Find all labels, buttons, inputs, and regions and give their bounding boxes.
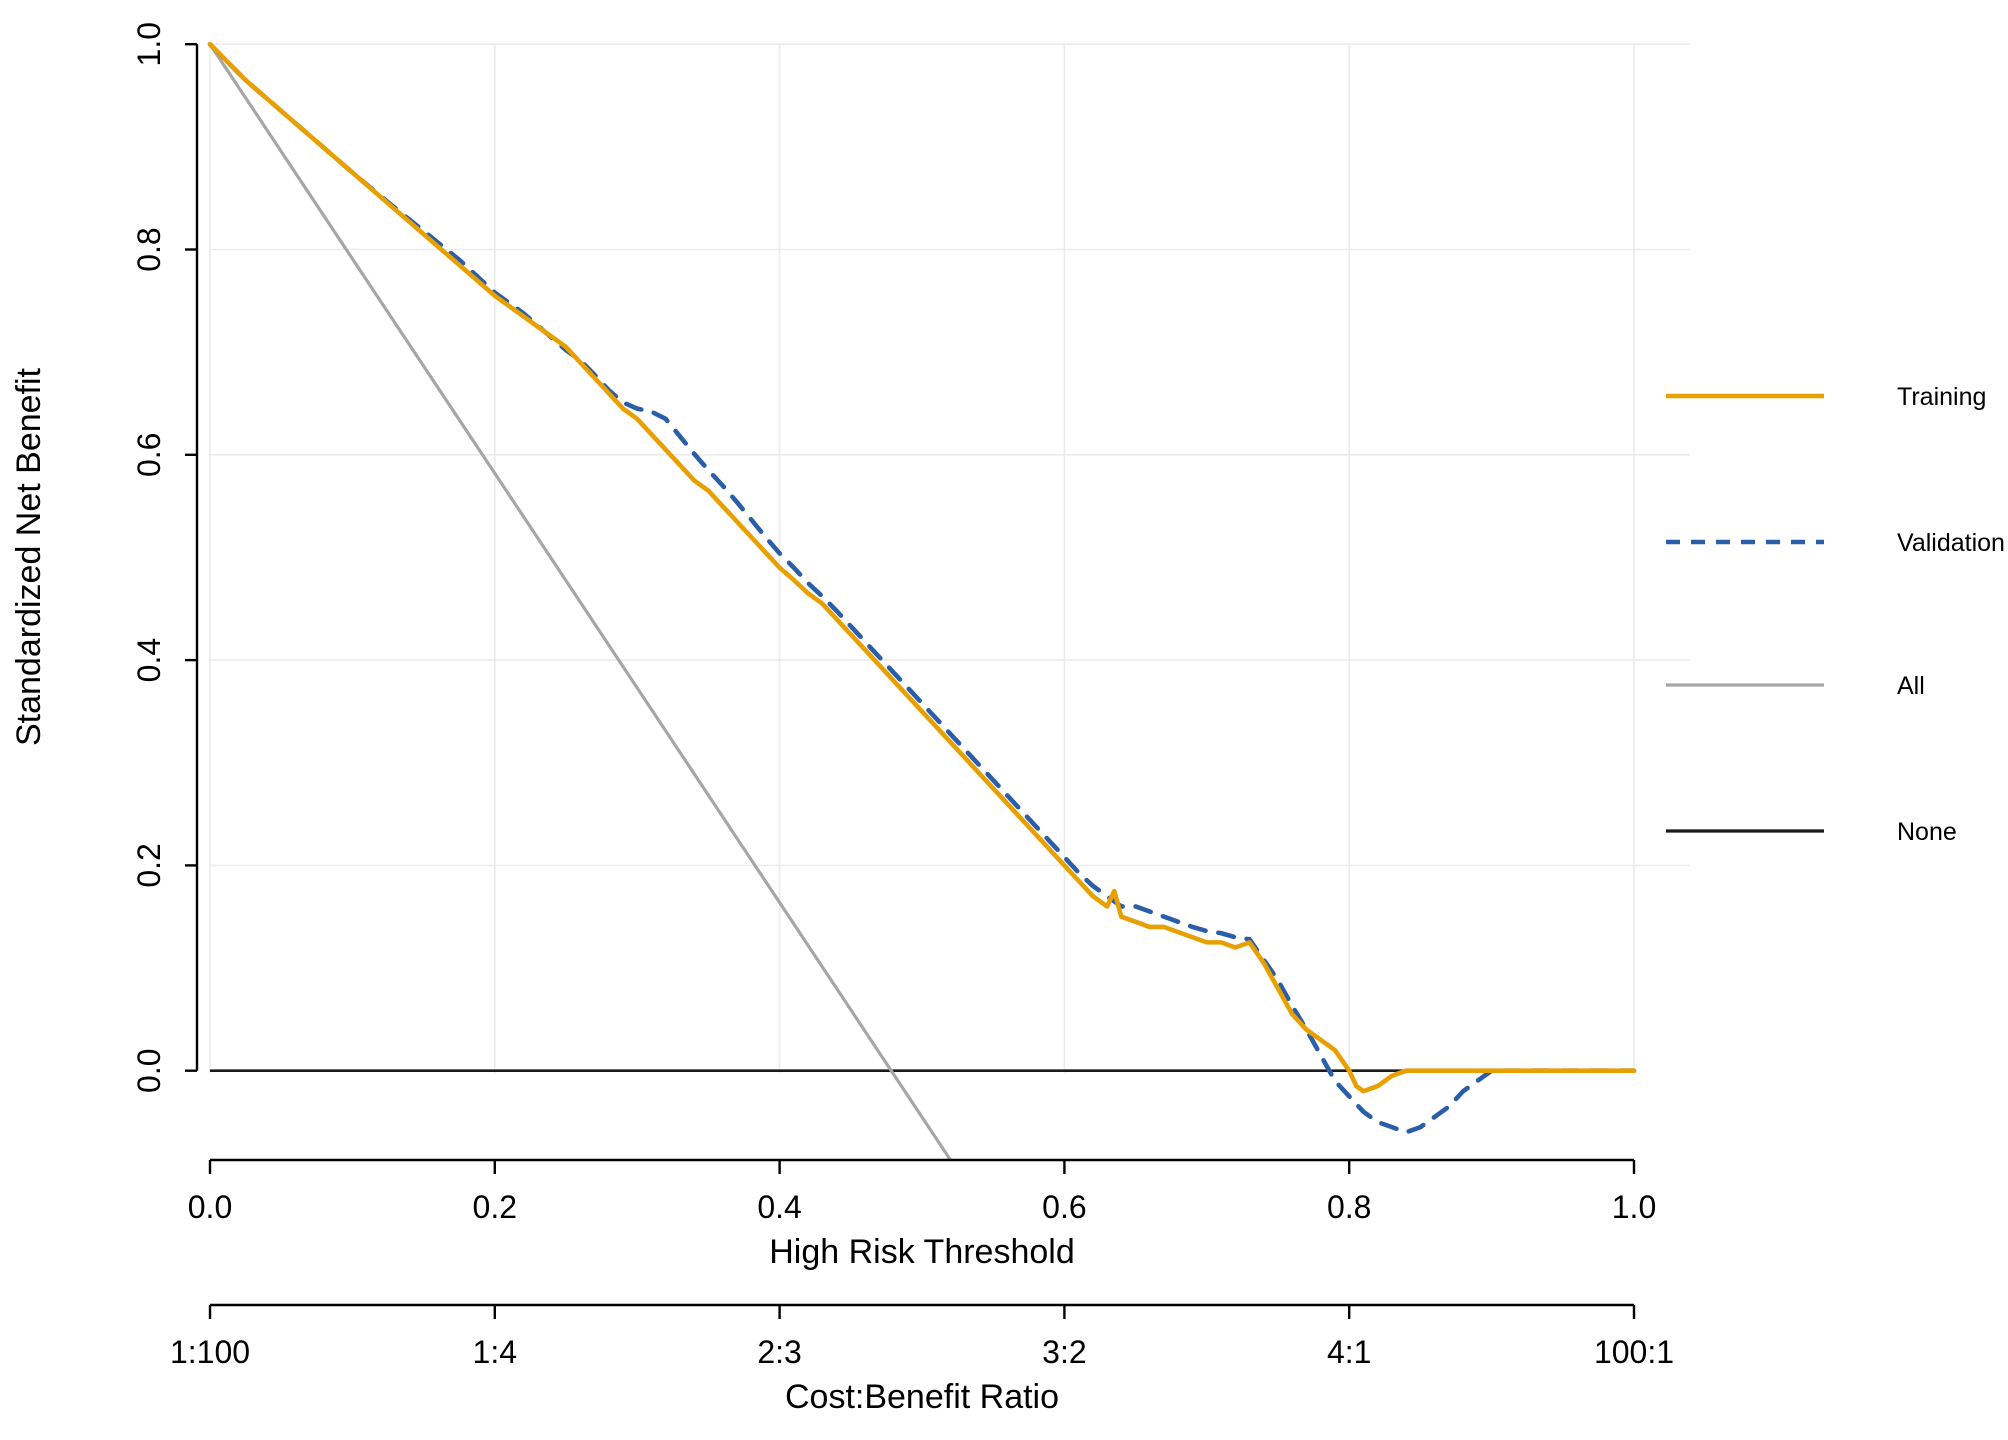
svg-text:2:3: 2:3	[757, 1334, 801, 1370]
svg-text:All: All	[1897, 672, 1925, 700]
svg-text:High Risk Threshold: High Risk Threshold	[769, 1233, 1075, 1271]
svg-text:0.8: 0.8	[1327, 1189, 1371, 1225]
svg-text:1:4: 1:4	[473, 1334, 517, 1370]
svg-text:Cost:Benefit Ratio: Cost:Benefit Ratio	[785, 1378, 1059, 1416]
svg-text:Validation: Validation	[1897, 529, 2005, 557]
svg-text:100:1: 100:1	[1594, 1334, 1674, 1370]
svg-text:0.8: 0.8	[131, 227, 167, 271]
svg-text:0.4: 0.4	[757, 1189, 801, 1225]
svg-text:0.6: 0.6	[1042, 1189, 1086, 1225]
svg-text:Training: Training	[1897, 383, 1986, 411]
svg-text:3:2: 3:2	[1042, 1334, 1086, 1370]
svg-text:1:100: 1:100	[170, 1334, 250, 1370]
svg-text:4:1: 4:1	[1327, 1334, 1371, 1370]
svg-text:0.6: 0.6	[131, 433, 167, 477]
svg-text:0.0: 0.0	[131, 1048, 167, 1092]
svg-text:0.0: 0.0	[188, 1189, 232, 1225]
svg-text:0.4: 0.4	[131, 638, 167, 682]
svg-text:0.2: 0.2	[131, 843, 167, 887]
svg-text:1.0: 1.0	[1612, 1189, 1656, 1225]
svg-text:Standardized Net Benefit: Standardized Net Benefit	[10, 367, 48, 746]
svg-text:1.0: 1.0	[131, 22, 167, 66]
svg-text:None: None	[1897, 818, 1957, 846]
svg-text:0.2: 0.2	[473, 1189, 517, 1225]
